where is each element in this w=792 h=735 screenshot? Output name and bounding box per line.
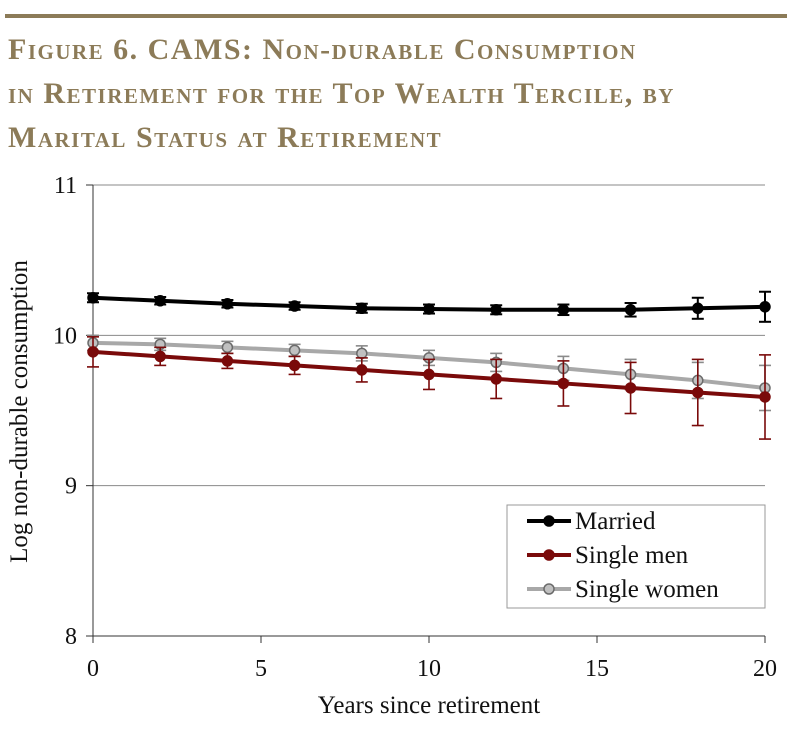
data-point bbox=[154, 350, 166, 363]
data-point bbox=[490, 304, 502, 316]
data-point bbox=[759, 301, 771, 313]
y-tick-label: 11 bbox=[54, 173, 77, 199]
axes bbox=[86, 184, 766, 643]
x-axis-title: Years since retirement bbox=[318, 692, 540, 719]
data-point bbox=[87, 292, 99, 304]
legend: Married Single men Single women bbox=[506, 504, 766, 609]
gridlines bbox=[93, 184, 765, 487]
data-point bbox=[423, 368, 435, 381]
data-point bbox=[624, 304, 637, 316]
legend-marker bbox=[543, 515, 555, 527]
y-tick-label: 10 bbox=[53, 323, 77, 349]
x-tick-label: 0 bbox=[87, 656, 99, 682]
data-point bbox=[221, 341, 234, 354]
x-tick-label: 10 bbox=[417, 656, 441, 682]
y-tick-label: 9 bbox=[65, 474, 77, 500]
data-point bbox=[87, 346, 99, 358]
data-point bbox=[557, 377, 570, 390]
data-point bbox=[557, 304, 570, 316]
title-rule bbox=[5, 14, 787, 18]
y-axis-title: Log non-durable consumption bbox=[6, 260, 33, 563]
data-point bbox=[221, 298, 234, 310]
legend-marker bbox=[543, 583, 555, 595]
data-point bbox=[692, 386, 704, 399]
data-point bbox=[288, 359, 301, 372]
series-married bbox=[87, 290, 771, 323]
data-point bbox=[423, 303, 435, 315]
data-point bbox=[356, 364, 368, 376]
data-point bbox=[288, 344, 301, 357]
series-single-men bbox=[87, 336, 771, 440]
legend-label: Married bbox=[575, 508, 656, 535]
tick-labels: 8 9 10 11 0 5 10 15 20 bbox=[53, 173, 777, 682]
legend-item-married: Married bbox=[527, 508, 656, 535]
data-point bbox=[692, 302, 704, 315]
figure-title-line-1: Figure 6. CAMS: Non-durable Consumption bbox=[8, 33, 637, 66]
data-point bbox=[356, 347, 368, 360]
x-tick-label: 20 bbox=[753, 656, 777, 682]
legend-item-single-women: Single women bbox=[527, 576, 719, 603]
legend-label: Single men bbox=[575, 542, 689, 569]
figure-title-line-3: Marital Status at Retirement bbox=[8, 121, 443, 154]
data-point bbox=[624, 382, 637, 394]
x-tick-label: 15 bbox=[585, 656, 609, 682]
data-point bbox=[759, 391, 771, 403]
series-lines bbox=[87, 290, 771, 440]
data-point bbox=[154, 295, 166, 307]
y-tick-label: 8 bbox=[65, 624, 77, 650]
data-point bbox=[490, 373, 502, 385]
legend-marker bbox=[543, 549, 555, 561]
figure-title-line-2: in Retirement for the Top Wealth Tercile… bbox=[8, 77, 675, 110]
legend-label: Single women bbox=[575, 576, 719, 603]
figure-title: Figure 6. CAMS: Non-durable Consumption … bbox=[8, 28, 788, 160]
data-point bbox=[356, 302, 368, 315]
legend-item-single-men: Single men bbox=[527, 542, 689, 569]
x-tick-label: 5 bbox=[255, 656, 267, 682]
data-point bbox=[288, 300, 301, 312]
data-point bbox=[221, 355, 234, 367]
